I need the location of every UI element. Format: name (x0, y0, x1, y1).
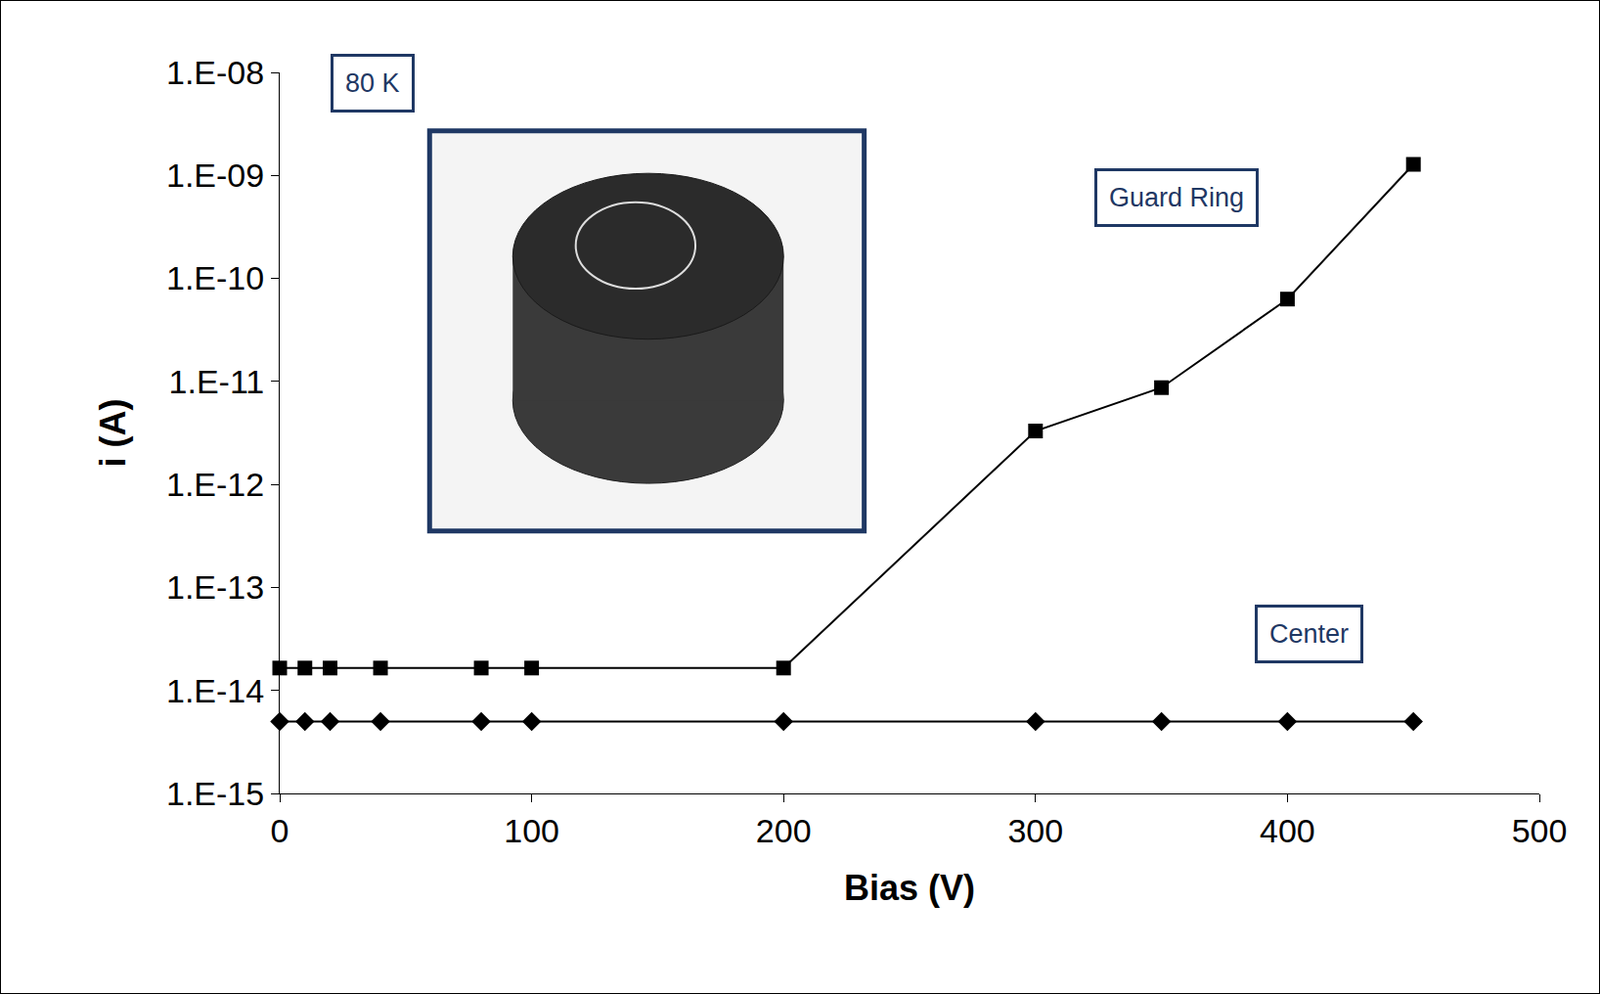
svg-text:Center: Center (1269, 619, 1349, 649)
svg-text:Guard Ring: Guard Ring (1109, 182, 1245, 213)
svg-text:500: 500 (1511, 811, 1568, 849)
svg-text:400: 400 (1259, 811, 1316, 849)
svg-text:1.E-14: 1.E-14 (166, 671, 265, 710)
svg-text:200: 200 (755, 811, 812, 849)
svg-text:1.E-12: 1.E-12 (166, 465, 265, 503)
svg-text:0: 0 (270, 811, 290, 849)
svg-text:i (A): i (A) (92, 399, 134, 468)
svg-text:1.E-15: 1.E-15 (166, 774, 265, 812)
svg-text:100: 100 (503, 811, 560, 849)
svg-text:1.E-09: 1.E-09 (166, 156, 265, 194)
svg-text:Bias (V): Bias (V) (844, 867, 976, 908)
svg-text:1.E-13: 1.E-13 (166, 568, 265, 606)
svg-text:300: 300 (1007, 811, 1064, 849)
svg-text:80 K: 80 K (345, 68, 400, 98)
svg-text:1.E-10: 1.E-10 (166, 259, 265, 297)
svg-text:1.E-11: 1.E-11 (169, 362, 266, 400)
svg-text:1.E-08: 1.E-08 (166, 53, 265, 91)
